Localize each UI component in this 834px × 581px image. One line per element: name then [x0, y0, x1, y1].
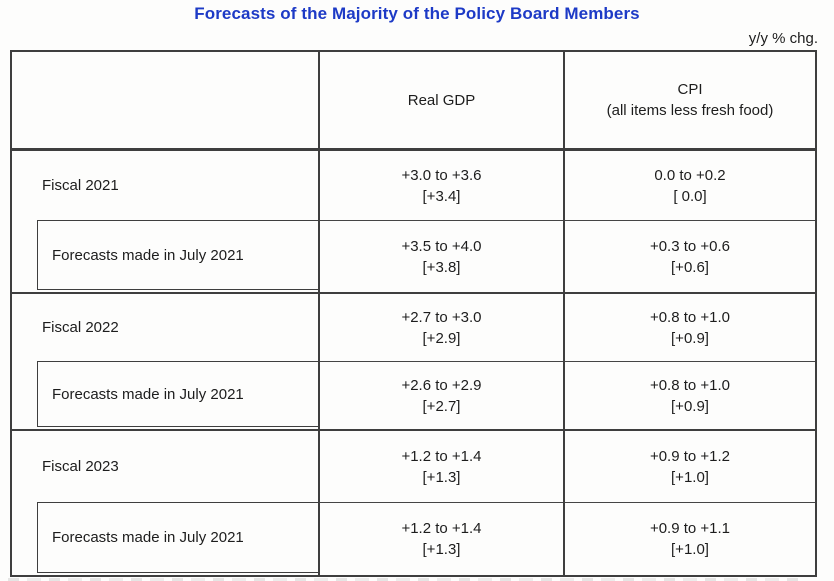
forecast-median: [+0.9] — [671, 397, 709, 415]
forecast-range: +0.8 to +1.0 — [649, 308, 731, 326]
fiscal-2023-label: Fiscal 2023 — [42, 458, 119, 475]
forecast-range: +0.9 to +1.2 — [649, 447, 731, 465]
prev-forecast-box: Forecasts made in July 2021 — [37, 361, 318, 427]
forecast-median: [+1.3] — [422, 468, 461, 486]
forecast-table: Real GDP CPI (all items less fresh food)… — [10, 50, 817, 577]
fiscal-2023-prev-cpi-cell: +0.9 to +1.1 [+1.0] — [563, 502, 815, 575]
forecast-median: [+2.9] — [422, 329, 461, 347]
fiscal-2021-prev-gdp-cell: +3.5 to +4.0 [+3.8] — [318, 220, 563, 292]
fiscal-2021-cpi-cell: 0.0 to +0.2 [ 0.0] — [563, 151, 815, 220]
fiscal-2022-label: Fiscal 2022 — [42, 319, 119, 336]
forecast-median: [+0.6] — [671, 258, 709, 276]
fiscal-2023-cpi-cell: +0.9 to +1.2 [+1.0] — [563, 431, 815, 502]
fiscal-group-2023: Fiscal 2023 +1.2 to +1.4 [+1.3] +0.9 to … — [12, 431, 815, 575]
fiscal-2021-label: Fiscal 2021 — [42, 177, 119, 194]
prev-forecast-label: Forecasts made in July 2021 — [52, 385, 244, 403]
forecast-range: +1.2 to +1.4 — [401, 447, 482, 465]
forecast-range: +0.3 to +0.6 — [649, 237, 731, 255]
fiscal-2022-cpi-cell: +0.8 to +1.0 [+0.9] — [563, 294, 815, 361]
forecast-median: [+1.3] — [422, 541, 461, 558]
fiscal-2022-gdp-cell: +2.7 to +3.0 [+2.9] — [318, 294, 563, 361]
prev-forecast-label: Forecasts made in July 2021 — [52, 529, 244, 546]
fiscal-2021-gdp-cell: +3.0 to +3.6 [+3.4] — [318, 151, 563, 220]
cpi-header-sublabel: (all items less fresh food) — [606, 102, 774, 119]
forecast-median: [+0.9] — [671, 329, 709, 347]
header-cell-real-gdp: Real GDP — [318, 52, 563, 148]
fiscal-2022-prev-cpi-cell: +0.8 to +1.0 [+0.9] — [563, 361, 815, 429]
forecast-range: +2.7 to +3.0 — [401, 308, 482, 326]
forecast-median: [ 0.0] — [673, 187, 707, 205]
forecast-range: 0.0 to +0.2 — [654, 166, 726, 184]
cropped-notes-artifact — [8, 578, 800, 581]
fiscal-2022-prev-gdp-cell: +2.6 to +2.9 [+2.7] — [318, 361, 563, 429]
prev-forecast-label: Forecasts made in July 2021 — [52, 246, 244, 264]
fiscal-2023-gdp-cell: +1.2 to +1.4 [+1.3] — [318, 431, 563, 502]
fiscal-2023-prev-gdp-cell: +1.2 to +1.4 [+1.3] — [318, 502, 563, 575]
real-gdp-header-label: Real GDP — [407, 91, 476, 109]
forecast-median: [+1.0] — [671, 468, 709, 486]
fiscal-2021-prev-cpi-cell: +0.3 to +0.6 [+0.6] — [563, 220, 815, 292]
page-title: Forecasts of the Majority of the Policy … — [194, 4, 640, 23]
forecast-median: [+1.0] — [671, 541, 709, 558]
fiscal-group-2022: Fiscal 2022 +2.7 to +3.0 [+2.9] +0.8 to … — [12, 294, 815, 431]
forecast-median: [+3.4] — [422, 187, 461, 205]
prev-forecast-box: Forecasts made in July 2021 — [37, 220, 318, 290]
forecast-range: +0.9 to +1.1 — [649, 520, 731, 537]
header-cell-cpi: CPI (all items less fresh food) — [563, 52, 815, 148]
forecast-range: +3.5 to +4.0 — [401, 237, 482, 255]
unit-label: y/y % chg. — [748, 30, 818, 47]
forecast-range: +3.0 to +3.6 — [401, 166, 482, 184]
forecast-range: +0.8 to +1.0 — [649, 376, 731, 394]
fiscal-2021-prev-label-cell: Forecasts made in July 2021 — [12, 220, 318, 292]
forecast-median: [+3.8] — [422, 258, 461, 276]
table-header-row: Real GDP CPI (all items less fresh food) — [12, 52, 815, 151]
cpi-header-label: CPI — [677, 81, 703, 98]
fiscal-group-2021: Fiscal 2021 +3.0 to +3.6 [+3.4] 0.0 to +… — [12, 151, 815, 294]
header-cell-empty — [12, 52, 318, 148]
forecast-median: [+2.7] — [422, 397, 461, 415]
prev-forecast-box: Forecasts made in July 2021 — [37, 502, 318, 573]
fiscal-2023-prev-label-cell: Forecasts made in July 2021 — [12, 502, 318, 575]
fiscal-2022-prev-label-cell: Forecasts made in July 2021 — [12, 361, 318, 429]
forecast-range: +2.6 to +2.9 — [401, 376, 482, 394]
forecast-range: +1.2 to +1.4 — [401, 520, 482, 537]
